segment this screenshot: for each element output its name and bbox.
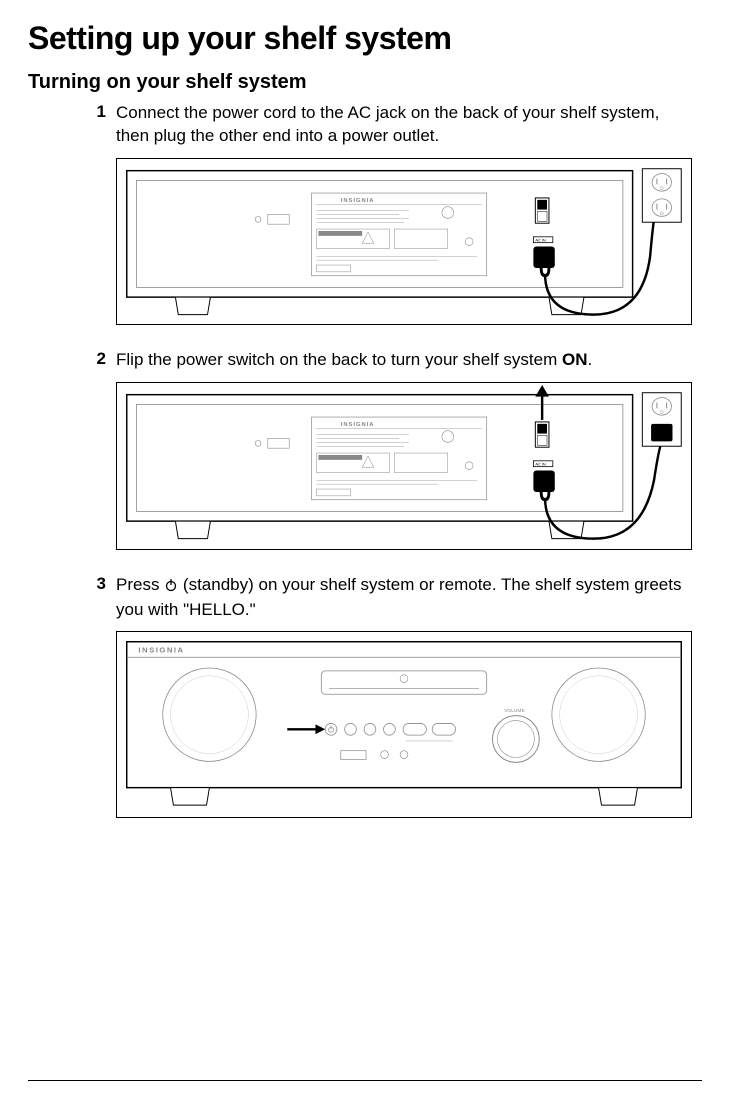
step-text: Flip the power switch on the back to tur… bbox=[116, 349, 702, 372]
page-title: Setting up your shelf system bbox=[28, 20, 702, 57]
step-text: Connect the power cord to the AC jack on… bbox=[116, 102, 702, 148]
brand-label: INSIGNIA bbox=[138, 646, 184, 655]
svg-text:AC IN: AC IN bbox=[535, 238, 546, 243]
svg-text:INSIGNIA: INSIGNIA bbox=[341, 422, 375, 428]
step-number: 3 bbox=[88, 574, 116, 622]
figure-3: INSIGNIA VOLUME bbox=[116, 631, 692, 818]
brand-label: INSIGNIA bbox=[341, 198, 375, 204]
figure-1: INSIGNIA AC IN bbox=[116, 158, 692, 325]
svg-text:VOLUME: VOLUME bbox=[504, 708, 525, 714]
step-1: 1 Connect the power cord to the AC jack … bbox=[88, 102, 702, 148]
section-title: Turning on your shelf system bbox=[28, 71, 702, 94]
footer-rule bbox=[28, 1080, 702, 1081]
figure-2: INSIGNIA AC IN bbox=[116, 382, 692, 549]
svg-text:AC IN: AC IN bbox=[535, 462, 546, 467]
step-2: 2 Flip the power switch on the back to t… bbox=[88, 349, 702, 372]
step-number: 2 bbox=[88, 349, 116, 372]
step-3: 3 Press (standby) on your shelf system o… bbox=[88, 574, 702, 622]
step-text: Press (standby) on your shelf system or … bbox=[116, 574, 702, 622]
power-icon bbox=[164, 576, 178, 599]
step-number: 1 bbox=[88, 102, 116, 148]
